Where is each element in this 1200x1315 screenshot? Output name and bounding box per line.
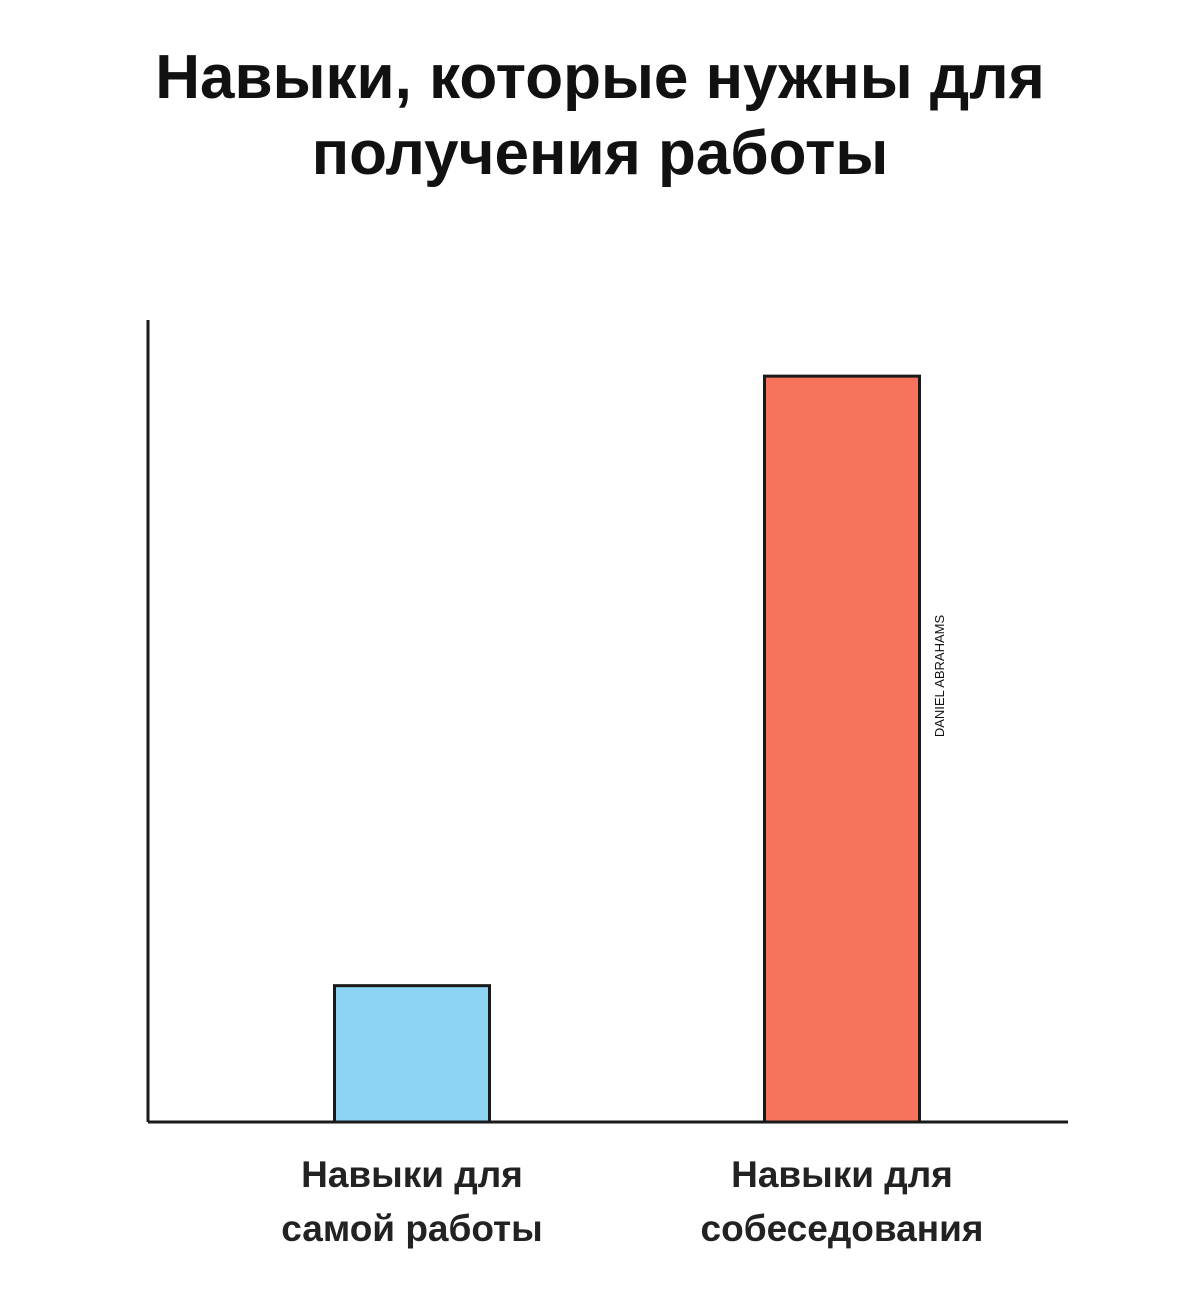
chart-title: Навыки, которые нужны для получения рабо… (155, 43, 1045, 188)
x-tick-label: Навыки для собеседования (700, 1154, 984, 1249)
bar (763, 374, 921, 1124)
bar (333, 984, 491, 1124)
x-tick-label: Навыки для самой работы (281, 1154, 543, 1249)
watermark: DANIEL ABRAHAMS (932, 615, 947, 738)
